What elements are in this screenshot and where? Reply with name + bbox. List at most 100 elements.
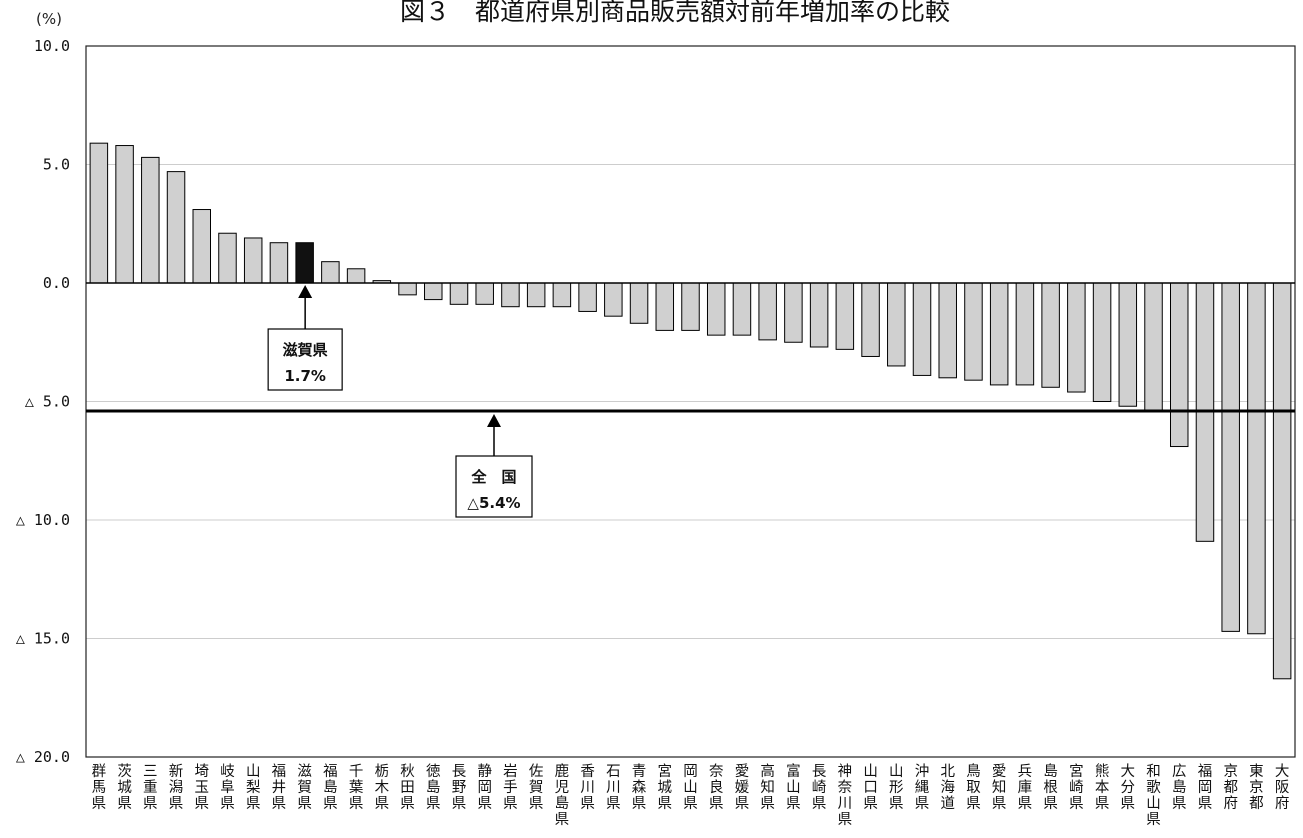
x-tick-label: 宮城県 <box>658 763 673 812</box>
bar <box>809 282 829 348</box>
x-tick-label: 東京都 <box>1249 763 1264 812</box>
x-tick-label: 福井県 <box>272 763 287 812</box>
x-tick-labels: 群馬県茨城県三重県新潟県埼玉県岐阜県山梨県福井県滋賀県福島県千葉県栃木県秋田県徳… <box>92 762 1290 828</box>
x-tick-label: 京都府 <box>1223 763 1238 812</box>
bar <box>192 209 212 284</box>
x-tick-label: 岩手県 <box>503 763 518 812</box>
x-tick-label: 三重県 <box>143 764 158 812</box>
x-tick-label: 愛知県 <box>992 763 1007 812</box>
shiga-callout-box <box>267 328 343 391</box>
x-tick-label: 茨城県 <box>117 763 132 812</box>
shiga-callout-value: 1.7% <box>284 367 326 385</box>
x-tick-label: 埼玉県 <box>195 763 210 812</box>
x-tick-label: 大阪府 <box>1275 763 1290 812</box>
bar <box>1247 282 1266 635</box>
y-tick-labels: 10.0 5.0 0.0 △ 5.0 △ 10.0 △ 15.0 △ 20.0 <box>16 37 70 766</box>
bar <box>321 261 340 284</box>
x-tick-label: 愛媛県 <box>735 763 750 812</box>
x-tick-label: 高知県 <box>760 763 775 812</box>
y-tick-label: △ 5.0 <box>25 393 70 411</box>
bar <box>861 282 880 357</box>
bar <box>887 282 906 367</box>
x-tick-label: 宮崎県 <box>1069 763 1084 812</box>
x-tick-label: 徳島県 <box>426 763 441 812</box>
chart-title: 図３ 都道府県別商品販売額対前年増加率の比較 <box>400 0 950 26</box>
bar <box>346 268 366 284</box>
bar <box>835 282 855 350</box>
x-tick-label: 山梨県 <box>246 763 261 812</box>
bar <box>475 282 494 305</box>
bar <box>1041 282 1060 388</box>
x-tick-label: 山形県 <box>889 763 904 812</box>
y-tick-label: △ 10.0 <box>16 511 70 529</box>
y-tick-label: 10.0 <box>34 37 70 55</box>
bar <box>501 282 520 308</box>
bar <box>1067 282 1086 393</box>
gridlines <box>86 164 1295 639</box>
x-tick-label: 長野県 <box>452 764 467 812</box>
y-tick-label: 0.0 <box>43 274 70 292</box>
x-tick-label: 香川県 <box>580 763 595 812</box>
y-tick-label: 5.0 <box>43 156 70 174</box>
x-tick-label: 長崎県 <box>812 764 827 812</box>
bar <box>218 232 237 284</box>
x-tick-label: 山口県 <box>863 763 878 812</box>
bar <box>243 237 263 284</box>
bar <box>1272 282 1292 680</box>
bar <box>758 282 777 341</box>
callouts: 滋賀県 1.7% 全 国 △5.4% <box>267 285 533 518</box>
x-tick-label: 和歌山県 <box>1146 763 1161 828</box>
x-tick-label: 奈良県 <box>709 763 724 812</box>
bars <box>89 142 1292 680</box>
x-tick-label: 群馬県 <box>92 763 107 812</box>
y-tick-label: △ 20.0 <box>16 748 70 766</box>
bar <box>552 282 572 308</box>
bar <box>1144 282 1163 412</box>
x-tick-label: 静岡県 <box>477 763 492 812</box>
x-tick-label: 広島県 <box>1172 763 1187 812</box>
bar <box>141 156 160 284</box>
bar <box>578 282 597 312</box>
bar <box>449 282 469 305</box>
bar <box>89 142 109 284</box>
x-tick-label: 佐賀県 <box>529 763 544 812</box>
x-tick-label: 神奈川県 <box>838 763 853 828</box>
x-tick-label: 福岡県 <box>1198 763 1213 812</box>
bar <box>706 282 726 336</box>
bar <box>629 282 649 324</box>
x-tick-label: 滋賀県 <box>297 763 312 812</box>
bar <box>295 242 314 284</box>
x-tick-label: 熊本県 <box>1095 763 1110 812</box>
x-tick-label: 鳥取県 <box>966 763 981 812</box>
x-tick-label: 栃木県 <box>375 763 390 812</box>
bar <box>1015 282 1035 386</box>
bar <box>964 282 983 381</box>
bar <box>166 171 186 284</box>
bar <box>912 282 932 376</box>
x-tick-label: 石川県 <box>606 764 621 812</box>
bar <box>526 282 546 308</box>
x-tick-label: 大分県 <box>1121 763 1136 812</box>
x-tick-label: 岐阜県 <box>220 763 235 812</box>
y-tick-label: △ 15.0 <box>16 630 70 648</box>
bar <box>989 282 1009 386</box>
x-tick-label: 富山県 <box>786 762 801 812</box>
x-tick-label: 北海道 <box>940 763 955 812</box>
plot-frame <box>85 45 1296 758</box>
bar <box>398 282 417 296</box>
national-callout-name: 全 国 <box>470 468 516 486</box>
shiga-callout-name: 滋賀県 <box>283 341 328 359</box>
bar <box>938 282 957 379</box>
bar <box>784 282 803 343</box>
x-tick-label: 沖縄県 <box>915 763 930 812</box>
x-tick-label: 岡山県 <box>683 764 698 812</box>
bar <box>424 282 443 301</box>
x-tick-label: 鹿児島県 <box>555 763 570 828</box>
x-tick-label: 島根県 <box>1043 763 1058 812</box>
national-callout-box <box>455 455 533 518</box>
unit-label: (%) <box>36 10 62 28</box>
bar <box>1118 282 1138 407</box>
bar <box>604 282 623 317</box>
x-tick-label: 千葉県 <box>349 763 364 812</box>
